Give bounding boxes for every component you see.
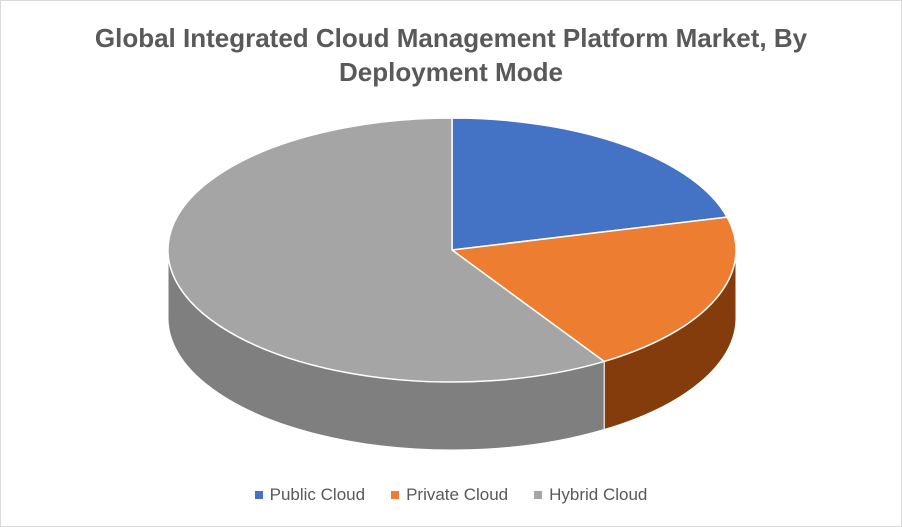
pie-slice-public-cloud <box>451 117 728 251</box>
legend-item-public-cloud: Public Cloud <box>254 485 366 505</box>
legend-swatch-private-cloud <box>391 491 400 499</box>
chart-title-line-2: Deployment Mode <box>339 57 563 87</box>
legend-label-public-cloud: Public Cloud <box>269 485 366 504</box>
legend-item-private-cloud: Private Cloud <box>391 485 508 505</box>
legend-label-private-cloud: Private Cloud <box>406 485 509 504</box>
legend-swatch-public-cloud <box>254 491 263 499</box>
legend-label-hybrid-cloud: Hybrid Cloud <box>549 485 648 504</box>
pie-slice-private-cloud <box>451 216 737 363</box>
legend: Public Cloud Private Cloud Hybrid Cloud <box>1 485 901 505</box>
legend-swatch-hybrid-cloud <box>534 491 543 499</box>
chart-title: Global Integrated Cloud Management Platf… <box>1 21 901 89</box>
pie-slice-hybrid-cloud <box>167 117 605 383</box>
pie-top <box>167 117 737 383</box>
chart-title-line-1: Global Integrated Cloud Management Platf… <box>94 23 808 53</box>
legend-item-hybrid-cloud: Hybrid Cloud <box>534 485 647 505</box>
